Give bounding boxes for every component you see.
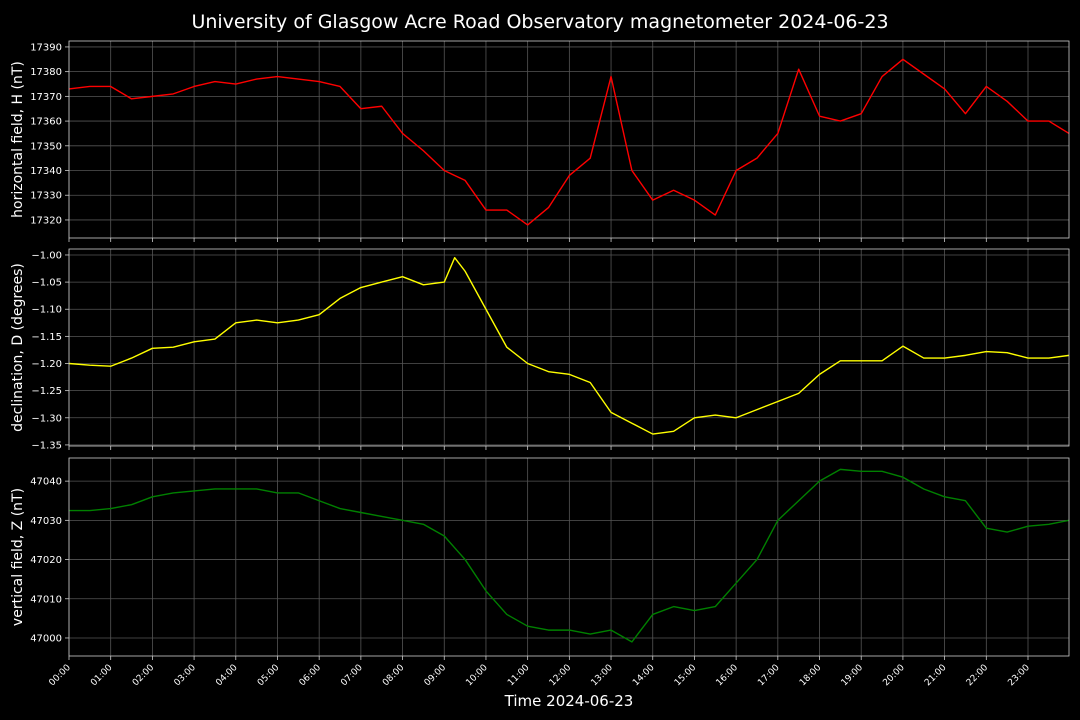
y-tick-label: 17330 [30, 191, 62, 202]
y-axis-label: vertical field, Z (nT) [10, 488, 26, 626]
y-tick-label: −1.20 [31, 359, 62, 370]
axes-frame [68, 40, 1070, 239]
y-tick-label: −1.00 [31, 250, 62, 261]
y-tick-label: 17370 [30, 92, 62, 103]
y-tick-label: −1.25 [31, 386, 62, 397]
y-tick-label: 47010 [30, 594, 62, 605]
figure-title: University of Glasgow Acre Road Observat… [191, 11, 888, 33]
x-axis-label: Time 2024-06-23 [504, 692, 634, 710]
y-tick-label: 17350 [30, 141, 62, 152]
y-tick-label: 17390 [30, 42, 62, 53]
y-axis-label: horizontal field, H (nT) [10, 61, 26, 218]
y-tick-label: 47040 [30, 477, 62, 488]
data-line [68, 58, 1070, 226]
y-axis-label: declination, D (degrees) [10, 263, 26, 432]
y-tick-label: −1.35 [31, 440, 62, 451]
y-tick-label: 17320 [30, 215, 62, 226]
axes-frame [68, 457, 1070, 657]
axes-frame [68, 248, 1070, 447]
y-tick-label: −1.10 [31, 305, 62, 316]
y-tick-label: 17380 [30, 67, 62, 78]
y-tick-label: −1.05 [31, 278, 62, 289]
y-tick-label: 17360 [30, 117, 62, 128]
data-line [68, 256, 1070, 435]
y-tick-label: −1.15 [31, 332, 62, 343]
data-line [69, 468, 1070, 643]
y-tick-label: 47030 [30, 516, 62, 527]
y-tick-label: 17340 [30, 166, 62, 177]
y-tick-label: 47000 [30, 633, 62, 644]
y-tick-label: 47020 [30, 555, 62, 566]
y-tick-label: −1.30 [31, 413, 62, 424]
